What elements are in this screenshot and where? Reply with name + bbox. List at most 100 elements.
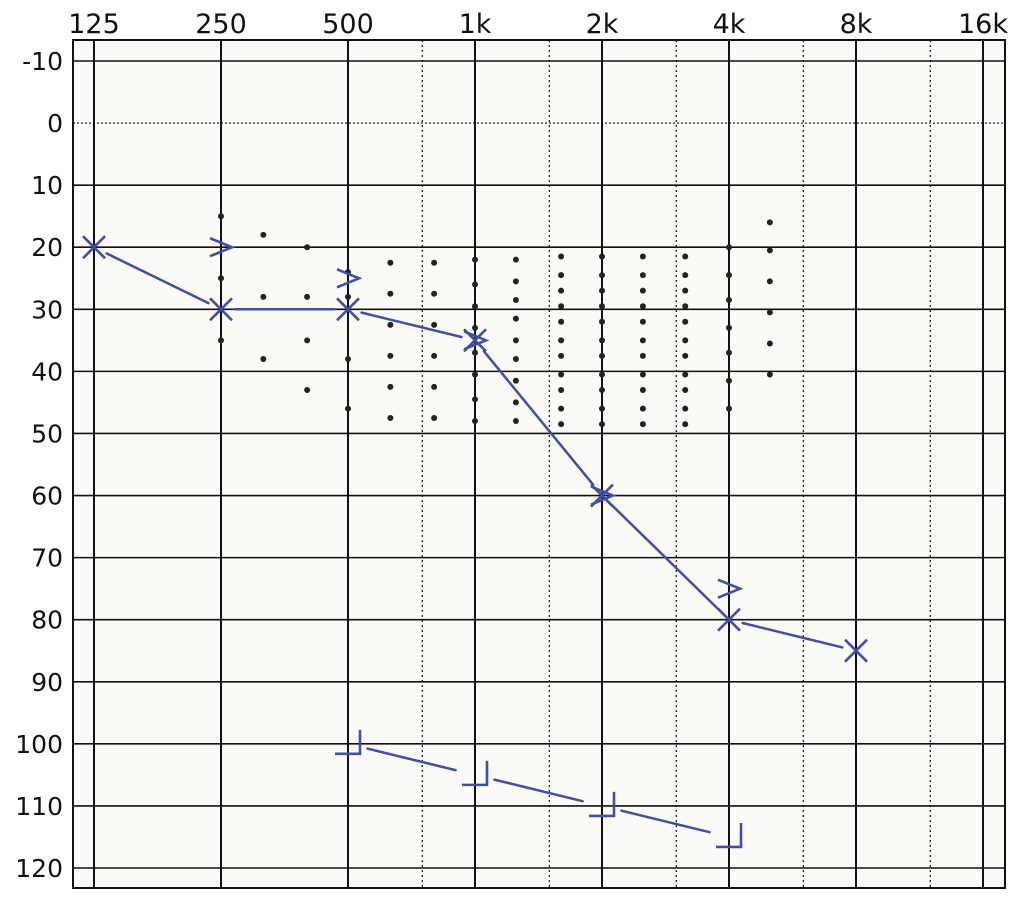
left-ear-x-marker: [717, 607, 741, 632]
speech-dot: [558, 318, 565, 325]
plot-background: [73, 40, 1005, 888]
speech-dot: [726, 296, 732, 303]
speech-dot: [512, 315, 519, 322]
series-connector-line: [620, 809, 711, 834]
series-connector-line: [482, 349, 595, 486]
series-connector-line: [366, 747, 457, 772]
speech-dot: [472, 303, 478, 310]
speech-dot: [512, 256, 519, 263]
speech-dot: [766, 278, 773, 285]
speech-dot: [682, 371, 689, 378]
x-tick-label: 16k: [958, 9, 1008, 40]
speech-dot: [726, 377, 732, 384]
series-connector-line: [741, 621, 844, 649]
speech-dot: [726, 244, 732, 251]
y-tick-label: 40: [31, 357, 63, 386]
speech-dot: [726, 349, 732, 356]
speech-dot: [472, 256, 478, 263]
bone-conduction-corner-marker: [716, 822, 743, 849]
speech-dot: [599, 352, 605, 359]
speech-dot: [431, 352, 438, 359]
speech-dot: [345, 355, 351, 362]
speech-dot: [431, 414, 438, 421]
speech-dot: [558, 287, 565, 294]
y-tick-label: 80: [31, 606, 63, 635]
speech-dot: [682, 318, 689, 325]
bone-conduction-corner-marker: [462, 760, 489, 787]
speech-dot: [260, 231, 267, 238]
masked-bone-bracket-marker: [717, 578, 744, 599]
speech-dot: [682, 421, 689, 428]
speech-dot: [345, 405, 351, 412]
speech-dot: [387, 414, 394, 421]
speech-dot: [766, 219, 773, 226]
speech-dot: [639, 318, 646, 325]
speech-dot: [599, 337, 605, 344]
speech-dot: [726, 272, 732, 279]
y-tick-label: 30: [31, 295, 63, 324]
series-connector-line: [105, 252, 210, 305]
speech-dot: [639, 352, 646, 359]
series-connector-line: [493, 778, 584, 803]
y-tick-label: -10: [22, 47, 63, 76]
speech-dot: [558, 352, 565, 359]
speech-dot: [512, 377, 519, 384]
x-tick-label: 250: [195, 9, 247, 40]
speech-dot: [304, 244, 311, 251]
speech-dot: [599, 253, 605, 260]
speech-dot: [599, 371, 605, 378]
markers-layer: [82, 235, 868, 849]
speech-dot: [431, 290, 438, 297]
speech-dot: [682, 405, 689, 412]
speech-dot: [639, 303, 646, 310]
speech-dot: [682, 272, 689, 279]
bone-conduction-corner-marker: [335, 729, 362, 756]
speech-dot: [639, 371, 646, 378]
speech-dot: [682, 287, 689, 294]
left-ear-x-marker: [82, 235, 106, 260]
speech-dot: [766, 340, 773, 347]
x-tick-label: 8k: [840, 9, 873, 40]
speech-dot: [766, 309, 773, 316]
y-tick-labels: -10 0 10 20 30 40 50 60 70 80 90 100 110 120: [15, 47, 63, 883]
speech-dot: [558, 371, 565, 378]
x-tick-label: 500: [322, 9, 374, 40]
y-tick-label: 120: [15, 854, 63, 883]
speech-dot: [558, 387, 565, 394]
speech-dot: [599, 287, 605, 294]
y-tick-label: 70: [31, 544, 63, 573]
speech-dot: [387, 321, 394, 328]
series-lines-layer: [105, 252, 844, 834]
speech-dot: [387, 290, 394, 297]
speech-dot: [682, 337, 689, 344]
speech-dot: [558, 303, 565, 310]
speech-dot: [431, 321, 438, 328]
speech-dot: [472, 371, 478, 378]
masked-bone-bracket-marker: [209, 237, 236, 258]
speech-dot: [218, 337, 224, 344]
speech-dot: [512, 399, 519, 406]
speech-dot: [304, 293, 311, 300]
speech-dot: [218, 213, 224, 220]
x-tick-label: 125: [68, 9, 120, 40]
x-tick-label: 1k: [459, 9, 492, 40]
speech-dot: [682, 387, 689, 394]
x-tick-label: 4k: [713, 9, 746, 40]
y-tick-label: 90: [31, 668, 63, 697]
speech-dot: [387, 383, 394, 390]
speech-dot: [599, 405, 605, 412]
speech-dot: [472, 396, 478, 403]
speech-dot: [599, 387, 605, 394]
speech-dot: [682, 352, 689, 359]
speech-dot: [472, 281, 478, 288]
speech-dot: [766, 247, 773, 254]
speech-dot: [639, 287, 646, 294]
speech-dot: [345, 293, 351, 300]
left-ear-x-marker: [844, 638, 868, 663]
speech-dot: [558, 337, 565, 344]
speech-dot: [682, 253, 689, 260]
speech-dot: [726, 324, 732, 331]
speech-dot: [472, 418, 478, 425]
